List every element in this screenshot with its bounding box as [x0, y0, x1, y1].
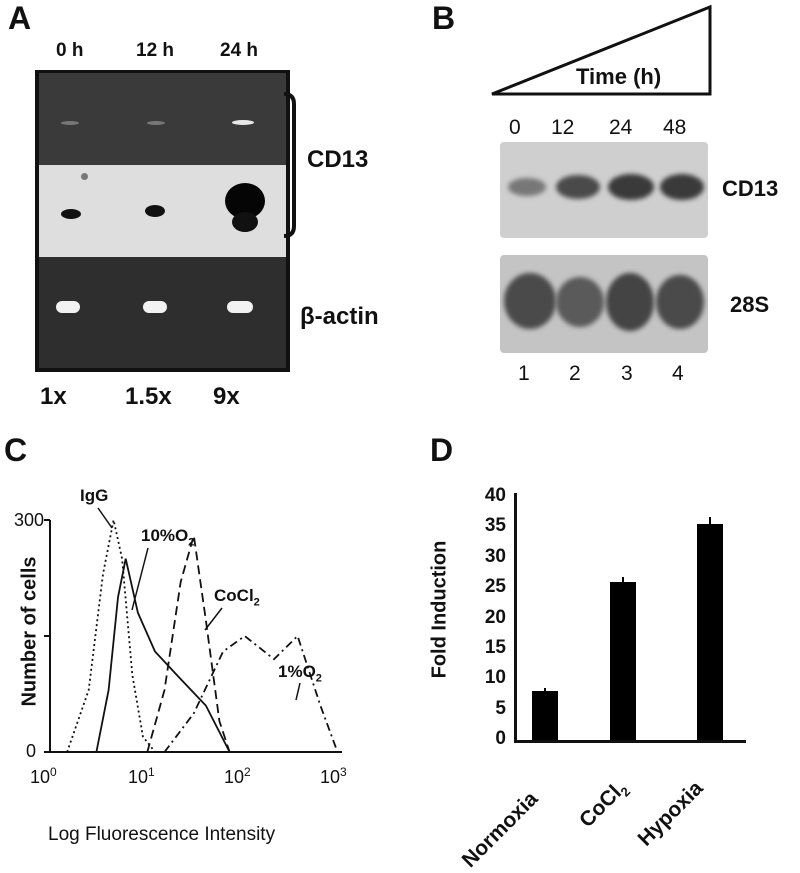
bar-3 — [697, 524, 723, 740]
gel-band — [56, 301, 80, 313]
blot-band — [606, 273, 654, 331]
y-tick-300: 300 — [14, 510, 45, 530]
category-cocl2: CoCl2 — [574, 781, 634, 832]
gel-band — [143, 301, 167, 313]
bar-y-tick-20: 20 — [484, 606, 506, 628]
lane-label-2: 2 — [569, 362, 581, 385]
bar-y-axis-line — [514, 493, 517, 742]
category-hypoxia: Hypoxia — [633, 776, 708, 851]
y-tick-0: 0 — [26, 741, 37, 761]
bar-y-tick-0: 0 — [495, 728, 506, 749]
igg-label: IgG — [80, 486, 109, 505]
error-bar-3 — [709, 517, 711, 532]
panel-c-label: C — [4, 432, 28, 468]
gel-image — [35, 70, 290, 372]
bar-x-axis-line — [514, 740, 746, 743]
time-label-0: 0 — [509, 116, 521, 139]
x-tick-10-2: 102 — [224, 765, 251, 787]
time-12h-label: 12 h — [136, 40, 175, 61]
histogram-axes — [44, 519, 342, 753]
bar-y-tick-30: 30 — [484, 545, 506, 567]
lane-label-4: 4 — [672, 362, 684, 385]
gel-band — [232, 120, 254, 125]
time-24h-label: 24 h — [220, 40, 259, 61]
blot-band — [656, 275, 704, 329]
fold-9x-label: 9x — [213, 383, 240, 410]
histogram-curve-2 — [95, 558, 231, 753]
lane-label-3: 3 — [621, 362, 633, 385]
histogram-curve-3 — [146, 535, 231, 753]
28s-blot — [500, 255, 708, 353]
bar-y-tick-35: 35 — [484, 515, 506, 537]
o1-label: 1%O2 — [278, 662, 322, 685]
gel-cd13-label: CD13 — [307, 146, 369, 173]
blot-band — [504, 273, 556, 329]
time-0h-label: 0 h — [56, 40, 84, 61]
cd13-northern-blot — [500, 142, 708, 238]
blot-band — [508, 178, 546, 196]
panel-a-label: A — [8, 0, 32, 36]
gel-spot — [81, 173, 88, 180]
bar-2 — [610, 582, 636, 740]
panel-d-label: D — [430, 432, 454, 468]
cd13-bracket — [283, 92, 296, 238]
gel-actin-label: β-actin — [300, 303, 379, 330]
gel-band — [145, 205, 165, 217]
category-normoxia: Normoxia — [457, 787, 543, 873]
time-label-48: 48 — [663, 116, 687, 139]
x-tick-10-3: 103 — [320, 765, 347, 787]
time-header: Time (h) — [576, 64, 662, 89]
bar-y-tick-15: 15 — [484, 636, 506, 658]
bar-y-tick-5: 5 — [495, 697, 506, 719]
gel-band — [61, 209, 81, 219]
blot-cd13-label: CD13 — [722, 176, 779, 201]
blot-band — [660, 174, 704, 200]
time-label-12: 12 — [551, 116, 575, 139]
gel-band — [61, 121, 79, 125]
flow-histogram-chart — [44, 519, 342, 753]
curve-leader-lines — [97, 507, 301, 701]
gel-band — [227, 301, 253, 313]
cocl2-label: CoCl2 — [214, 586, 260, 609]
blot-band — [608, 174, 654, 200]
error-bar-1 — [544, 688, 546, 695]
panel-b-label: B — [432, 0, 456, 36]
fold-1x-label: 1x — [40, 383, 67, 410]
gel-band — [147, 121, 165, 125]
x-tick-10-0: 100 — [30, 765, 57, 787]
time-label-24: 24 — [609, 116, 633, 139]
gel-top-section — [39, 73, 286, 165]
histogram-curve-4 — [163, 634, 339, 753]
histogram-curve-1 — [66, 519, 156, 753]
bar-y-tick-40: 40 — [484, 485, 506, 506]
error-bar-2 — [622, 577, 624, 587]
x-tick-10-1: 101 — [128, 765, 155, 787]
blot-band — [556, 277, 604, 327]
lane-label-1: 1 — [518, 362, 530, 385]
gel-southern-section — [39, 165, 286, 257]
bar-y-tick-10: 10 — [484, 667, 506, 689]
fold-1-5x-label: 1.5x — [125, 383, 172, 410]
histogram-x-axis-label: Log Fluorescence Intensity — [48, 824, 276, 845]
gel-actin-section — [39, 257, 286, 368]
time-wedge-icon — [491, 4, 712, 96]
gel-band — [232, 212, 258, 232]
bar-y-tick-25: 25 — [484, 576, 506, 598]
o10-label: 10%O2 — [141, 526, 195, 549]
bar-1 — [532, 691, 558, 740]
blot-band — [556, 175, 600, 199]
bar-y-axis-label: Fold Induction — [428, 540, 451, 679]
blot-28s-label: 28S — [730, 292, 770, 317]
